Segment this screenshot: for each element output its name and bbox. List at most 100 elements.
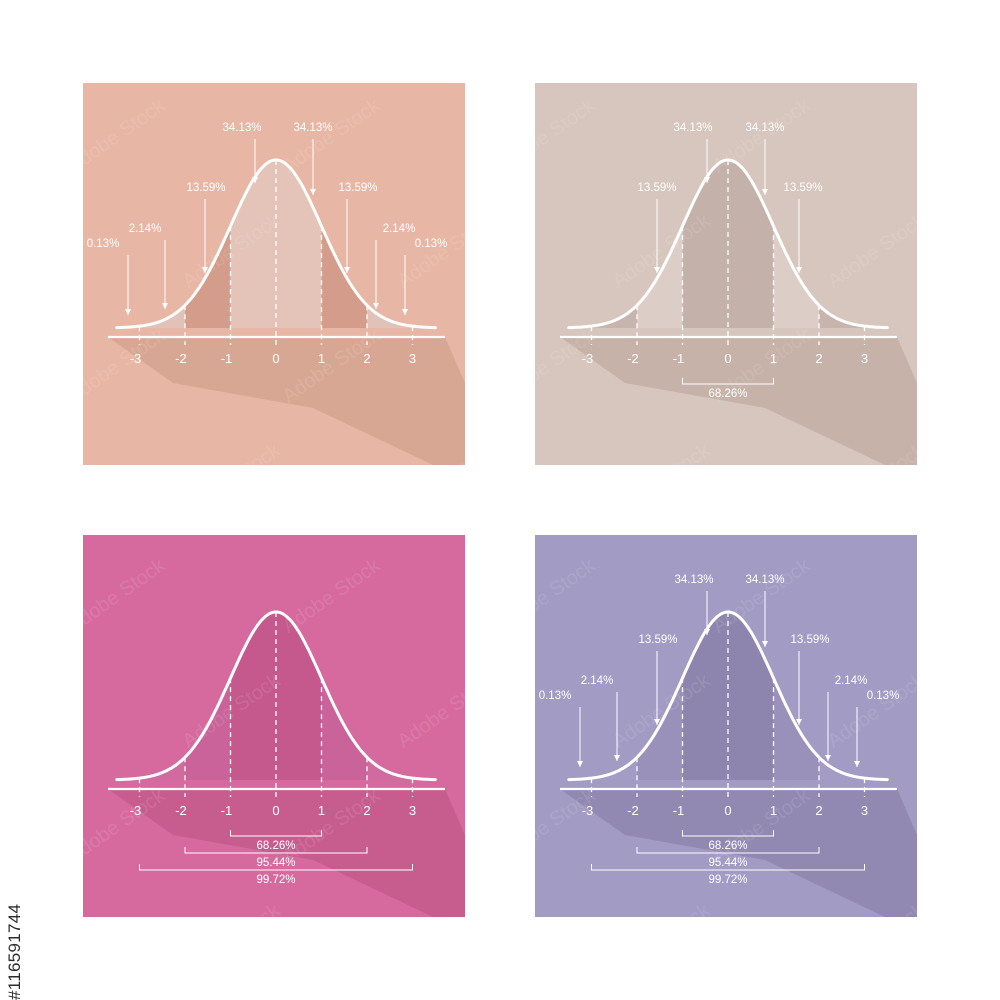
watermark-text: Adobe Stock — [823, 0, 930, 63]
percent-label: 13.59% — [790, 634, 829, 646]
band-tail-right — [819, 757, 888, 780]
band-tail-right — [367, 305, 436, 328]
percent-label: 0.13% — [867, 690, 900, 702]
watermark-text: Adobe Stock — [923, 324, 1000, 408]
range-label: 68.26% — [708, 840, 747, 852]
tick-label: 1 — [770, 351, 777, 366]
arrow-head — [762, 189, 768, 195]
bell-curve-panel-1: -3 -2 -1 0 1 2 3 0.13% 2.14% 13.59% 34.13% 34.13% 13… — [83, 83, 465, 465]
percent-label: 2.14% — [835, 675, 868, 687]
tick-label: -2 — [175, 351, 187, 366]
percent-label: 0.13% — [87, 238, 120, 250]
tick-label: -1 — [221, 803, 233, 818]
watermark-text: Adobe Stock — [923, 554, 1000, 638]
tick-label: -2 — [627, 803, 639, 818]
tick-label: 0 — [272, 803, 279, 818]
arrow-head — [252, 177, 258, 183]
arrow-head — [373, 303, 379, 309]
tick-label: -3 — [130, 803, 142, 818]
tick-label: -3 — [582, 803, 594, 818]
percent-label: 2.14% — [383, 223, 416, 235]
watermark-text: Adobe Stock — [0, 209, 70, 293]
arrow-head — [654, 719, 660, 725]
tick-label: -3 — [130, 351, 142, 366]
arrow-head — [854, 761, 860, 767]
tick-label: 1 — [318, 351, 325, 366]
bell-curve-line — [115, 610, 437, 782]
range-label: 95.44% — [256, 857, 295, 869]
range-bracket — [682, 378, 774, 385]
arrow-head — [402, 309, 408, 315]
band-tail-left — [568, 757, 637, 780]
arrow-head — [125, 309, 131, 315]
percent-label: 0.13% — [539, 690, 572, 702]
tick-label: 3 — [409, 803, 416, 818]
tick-label: 0 — [272, 351, 279, 366]
tick-label: 0 — [724, 351, 731, 366]
tick-label: 1 — [770, 803, 777, 818]
percent-label: 2.14% — [129, 223, 162, 235]
arrow-head — [704, 629, 710, 635]
arrow-head — [614, 755, 620, 761]
tick-label: 2 — [363, 803, 370, 818]
tick-label: 2 — [363, 351, 370, 366]
arrow-head — [344, 267, 350, 273]
watermark-text: Adobe Stock — [0, 439, 70, 523]
tick-label: 3 — [861, 803, 868, 818]
percent-label: 13.59% — [338, 182, 377, 194]
bell-curve-line — [567, 158, 889, 330]
arrow-head — [162, 303, 168, 309]
arrow-head — [310, 189, 316, 195]
tick-label: 2 — [815, 803, 822, 818]
range-label: 68.26% — [708, 388, 747, 400]
range-bracket — [682, 830, 774, 837]
arrow-head — [825, 755, 831, 761]
tick-label: 3 — [409, 351, 416, 366]
bell-curve-panel-3: -3 -2 -1 0 1 2 3 68.26% 95.44% 99.72% — [83, 535, 465, 917]
watermark-text: Adobe Stock — [608, 0, 715, 63]
tick-label: -2 — [627, 351, 639, 366]
bell-curve-panel-4: -3 -2 -1 0 1 2 3 0.13% 2.14% 13.59% 34.13% 34.13% 13… — [535, 535, 917, 917]
band-tail-left — [568, 305, 637, 328]
tick-label: -2 — [175, 803, 187, 818]
percent-label: 34.13% — [222, 122, 261, 134]
bell-curve-line — [115, 158, 437, 330]
percent-label: 0.13% — [415, 238, 448, 250]
watermark-text: Adobe Stock — [178, 0, 285, 63]
range-bracket — [636, 847, 820, 854]
arrow-head — [577, 761, 583, 767]
percent-label: 34.13% — [745, 574, 784, 586]
arrow-head — [762, 641, 768, 647]
band-tail-right — [819, 305, 888, 328]
percent-label: 34.13% — [674, 574, 713, 586]
bell-curve-diagram-4: -3 -2 -1 0 1 2 3 0.13% 2.14% 13.59% 34.13% 34.13% 13… — [535, 535, 917, 917]
bell-curve-diagram-3: -3 -2 -1 0 1 2 3 68.26% 95.44% 99.72% — [83, 535, 465, 917]
percent-label: 13.59% — [637, 182, 676, 194]
percent-label: 34.13% — [745, 122, 784, 134]
watermark-text: Adobe Stock — [923, 94, 1000, 178]
watermark-text: Adobe Stock — [0, 0, 70, 63]
percent-label: 13.59% — [783, 182, 822, 194]
range-label: 95.44% — [708, 857, 747, 869]
band-tail-left — [116, 305, 185, 328]
watermark-text: Adobe Stock — [393, 0, 500, 63]
tick-label: 3 — [861, 351, 868, 366]
bell-curve-diagram-2: -3 -2 -1 0 1 2 3 13.59% 34.13% 34.13% 13.59% 68.26% — [535, 83, 917, 465]
arrow-head — [796, 719, 802, 725]
tick-label: -3 — [582, 351, 594, 366]
bell-curve-line — [567, 610, 889, 782]
percent-label: 13.59% — [186, 182, 225, 194]
percent-label: 34.13% — [673, 122, 712, 134]
long-shadow — [560, 337, 917, 465]
bell-curve-panel-2: -3 -2 -1 0 1 2 3 13.59% 34.13% 34.13% 13.59% 68.26% — [535, 83, 917, 465]
band-tail-left — [116, 757, 185, 780]
range-label: 99.72% — [708, 874, 747, 886]
band-tail-right — [367, 757, 436, 780]
range-bracket — [139, 864, 413, 871]
tick-label: -1 — [673, 351, 685, 366]
arrow-head — [202, 267, 208, 273]
range-label: 99.72% — [256, 874, 295, 886]
watermark-text: Adobe Stock — [923, 784, 1000, 868]
percent-label: 34.13% — [293, 122, 332, 134]
tick-label: 0 — [724, 803, 731, 818]
